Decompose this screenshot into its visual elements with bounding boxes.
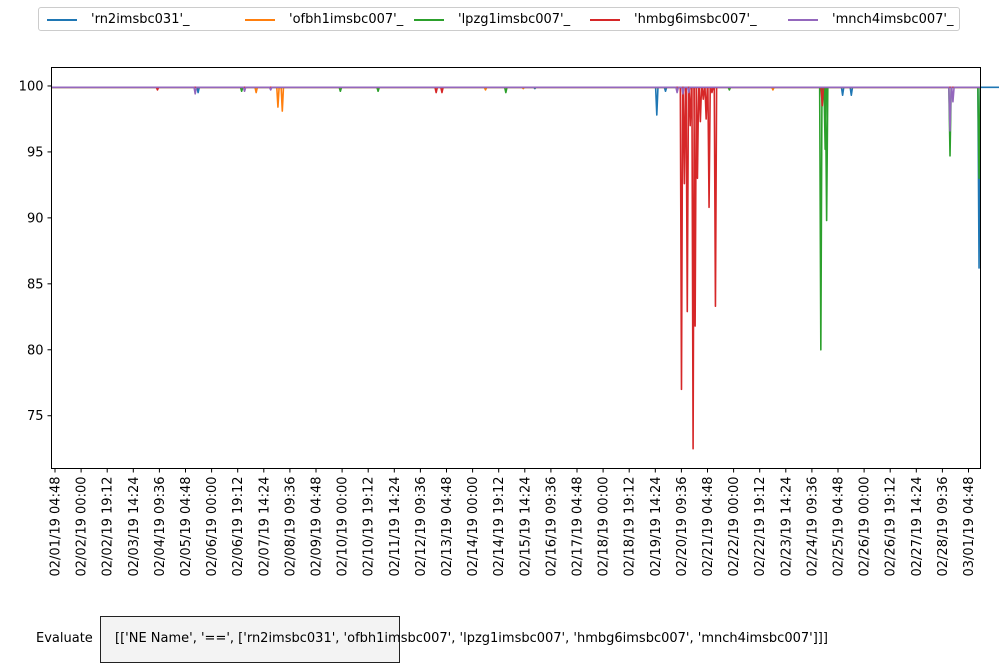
x-tick-label: 03/01/19 04:48 (962, 477, 977, 577)
x-tick-label: 02/05/19 04:48 (179, 477, 194, 577)
series-line-4 (51, 86, 981, 132)
filter-expression: [['NE Name', '==', ['rn2imsbc031', 'ofbh… (115, 631, 828, 646)
x-tick-label: 02/19/19 14:24 (649, 477, 664, 577)
x-tick-label: 02/13/19 04:48 (440, 477, 455, 577)
x-tick-label: 02/18/19 00:00 (597, 477, 612, 577)
x-tick-label: 02/23/19 14:24 (779, 477, 794, 577)
x-tick-label: 02/15/19 14:24 (518, 477, 533, 577)
filter-input[interactable] (100, 616, 400, 663)
x-tick-label: 02/06/19 00:00 (205, 477, 220, 577)
series-line-1 (51, 86, 981, 112)
x-tick-label: 02/07/19 14:24 (257, 477, 272, 577)
x-tick-label: 02/02/19 19:12 (101, 477, 116, 577)
x-tick-label: 02/08/19 09:36 (283, 477, 298, 577)
y-axis: 75 80 85 90 95 100 (19, 79, 52, 424)
legend-label: 'rn2imsbc031'_ (91, 12, 190, 27)
x-tick-label: 02/22/19 00:00 (727, 477, 742, 577)
legend-swatch (590, 19, 620, 21)
plot-frame (51, 67, 981, 469)
y-tick-label: 90 (27, 211, 44, 226)
x-tick-label: 02/28/19 09:36 (936, 477, 951, 577)
x-tick-label: 02/26/19 19:12 (884, 477, 899, 577)
x-axis: 02/01/19 04:48 02/02/19 00:00 02/02/19 19:… (49, 468, 977, 577)
x-tick-label: 02/26/19 00:00 (858, 477, 873, 577)
series-line-3 (51, 86, 981, 450)
x-tick-label: 02/01/19 04:48 (49, 477, 64, 577)
legend-label: 'hmbg6imsbc007'_ (634, 12, 757, 27)
legend: 'rn2imsbc031'_ 'ofbh1imsbc007'_ 'lpzg1imsb… (38, 7, 960, 31)
x-tick-label: 02/25/19 04:48 (832, 477, 847, 577)
x-tick-label: 02/04/19 09:36 (153, 477, 168, 577)
x-tick-label: 02/10/19 00:00 (336, 477, 351, 577)
x-tick-label: 02/18/19 19:12 (623, 477, 638, 577)
legend-swatch (788, 19, 818, 21)
x-tick-label: 02/16/19 09:36 (544, 477, 559, 577)
series-line-0 (51, 86, 999, 269)
x-tick-label: 02/21/19 04:48 (701, 477, 716, 577)
legend-label: 'ofbh1imsbc007'_ (289, 12, 404, 27)
legend-swatch (47, 19, 77, 21)
y-tick-label: 85 (27, 277, 44, 292)
x-tick-label: 02/20/19 09:36 (675, 477, 690, 577)
legend-swatch (414, 19, 444, 21)
x-tick-label: 02/12/19 09:36 (414, 477, 429, 577)
y-tick-label: 95 (27, 145, 44, 160)
series-layer (51, 86, 999, 450)
x-tick-label: 02/14/19 19:12 (492, 477, 507, 577)
x-tick-label: 02/10/19 19:12 (362, 477, 377, 577)
y-tick-label: 80 (27, 343, 44, 358)
x-tick-label: 02/06/19 19:12 (231, 477, 246, 577)
legend-swatch (245, 19, 275, 21)
series-line-2 (51, 86, 982, 351)
x-tick-label: 02/09/19 04:48 (310, 477, 325, 577)
filter-label: Evaluate (36, 631, 93, 646)
legend-label: 'lpzg1imsbc007'_ (458, 12, 571, 27)
y-tick-label: 75 (27, 409, 44, 424)
y-tick-label: 100 (19, 79, 44, 94)
x-tick-label: 02/27/19 14:24 (910, 477, 925, 577)
x-tick-label: 02/17/19 04:48 (571, 477, 586, 577)
x-tick-label: 02/22/19 19:12 (753, 477, 768, 577)
x-tick-label: 02/11/19 14:24 (388, 477, 403, 577)
x-tick-label: 02/14/19 00:00 (466, 477, 481, 577)
x-tick-label: 02/24/19 09:36 (805, 477, 820, 577)
x-tick-label: 02/03/19 14:24 (127, 477, 142, 577)
legend-label: 'mnch4imsbc007'_ (832, 12, 954, 27)
x-tick-label: 02/02/19 00:00 (75, 477, 90, 577)
